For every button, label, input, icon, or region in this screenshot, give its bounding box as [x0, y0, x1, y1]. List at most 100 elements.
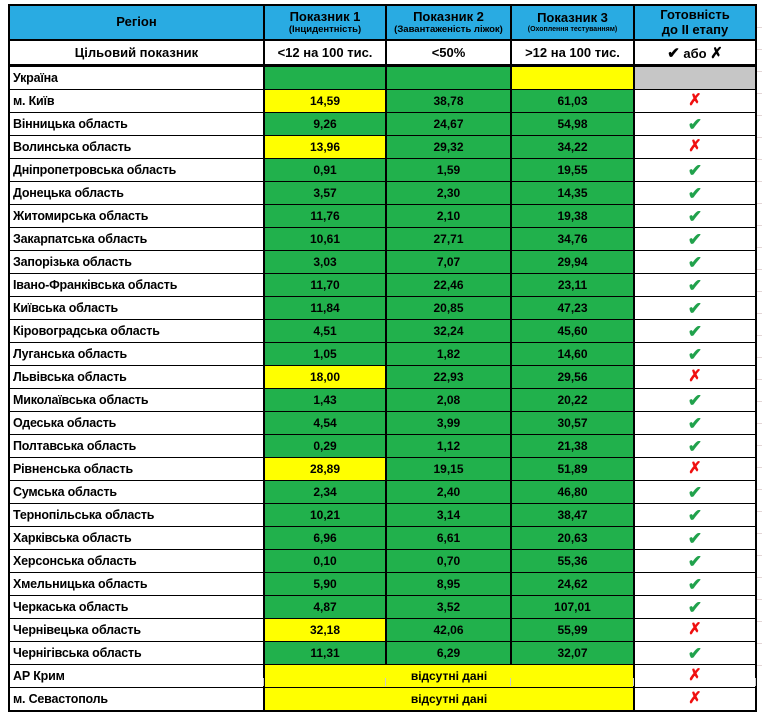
check-icon: ✔ — [687, 643, 703, 663]
indicator3-cell: 30,57 — [510, 411, 635, 435]
right-margin-gridlines — [757, 6, 762, 676]
partial-gridline — [633, 678, 634, 686]
indicator2-cell: 2,40 — [385, 480, 512, 504]
region-cell: Харківська область — [8, 526, 265, 550]
check-icon: ✔ — [687, 206, 703, 226]
region-cell: АР Крим — [8, 664, 265, 688]
region-cell: Рівненська область — [8, 457, 265, 481]
table-row: Донецька область 3,57 2,30 14,35 ✔ — [8, 181, 757, 205]
readiness-cell: ✔ — [633, 641, 757, 665]
readiness-cell: ✔ — [633, 273, 757, 297]
readiness-cell: ✔ — [633, 296, 757, 320]
readiness-cell: ✗ — [633, 89, 757, 113]
check-icon: ✔ — [687, 390, 703, 410]
indicator2-cell: 1,12 — [385, 434, 512, 458]
indicator1-cell: 18,00 — [263, 365, 387, 389]
check-icon: ✔ — [687, 183, 703, 203]
indicator2-cell: 27,71 — [385, 227, 512, 251]
readiness-cell: ✗ — [633, 687, 757, 712]
indicator2-cell: 24,67 — [385, 112, 512, 136]
indicator2-cell: 38,78 — [385, 89, 512, 113]
table-body: Україна м. Київ 14,59 38,78 61,03 ✗ Вінницька … — [8, 65, 757, 712]
indicator3-cell: 34,76 — [510, 227, 635, 251]
readiness-cell: ✔ — [633, 480, 757, 504]
indicator1-cell: 14,59 — [263, 89, 387, 113]
table-row: Кіровоградська область 4,51 32,24 45,60 ✔ — [8, 319, 757, 343]
region-cell: Чернівецька область — [8, 618, 265, 642]
readiness-cell: ✔ — [633, 342, 757, 366]
indicator2-cell: 2,30 — [385, 181, 512, 205]
indicator2-cell: 2,08 — [385, 388, 512, 412]
indicator3-cell: 46,80 — [510, 480, 635, 504]
indicator2-cell: 6,29 — [385, 641, 512, 665]
table-row: Миколаївська область 1,43 2,08 20,22 ✔ — [8, 388, 757, 412]
cross-icon: ✗ — [688, 621, 702, 638]
cross-icon: ✗ — [688, 92, 702, 109]
partial-gridline — [385, 678, 386, 686]
indicator3-title: Показник 3 — [537, 10, 608, 25]
indicator3-cell: 55,36 — [510, 549, 635, 573]
cross-icon: ✗ — [710, 44, 723, 62]
table-row: Чернівецька область 32,18 42,06 55,99 ✗ — [8, 618, 757, 642]
check-icon: ✔ — [687, 436, 703, 456]
indicator2-subtitle: (Завантаженість ліжок) — [394, 23, 503, 35]
indicator1-cell: 11,31 — [263, 641, 387, 665]
readiness-cell: ✔ — [633, 595, 757, 619]
indicator1-cell: 11,84 — [263, 296, 387, 320]
readiness-cell: ✔ — [633, 112, 757, 136]
column-header-indicator3: Показник 3 (Охоплення тестуванням) — [510, 4, 635, 41]
indicator1-cell: 1,05 — [263, 342, 387, 366]
indicator1-subtitle: (Інцидентність) — [288, 23, 362, 35]
indicator2-cell: 22,93 — [385, 365, 512, 389]
indicator2-cell: 7,07 — [385, 250, 512, 274]
indicator2-cell — [385, 65, 512, 90]
region-cell: Київська область — [8, 296, 265, 320]
table-row: Сумська область 2,34 2,40 46,80 ✔ — [8, 480, 757, 504]
check-icon: ✔ — [687, 321, 703, 341]
region-cell: Україна — [8, 65, 265, 90]
check-icon: ✔ — [687, 413, 703, 433]
indicator2-cell: 8,95 — [385, 572, 512, 596]
table-row: Луганська область 1,05 1,82 14,60 ✔ — [8, 342, 757, 366]
indicator2-cell: 22,46 — [385, 273, 512, 297]
indicator1-cell: 10,21 — [263, 503, 387, 527]
readiness-cell: ✔ — [633, 434, 757, 458]
readiness-cell: ✔ — [633, 181, 757, 205]
indicator1-cell: 5,90 — [263, 572, 387, 596]
indicator3-cell: 29,56 — [510, 365, 635, 389]
region-cell: Полтавська область — [8, 434, 265, 458]
table-row: Івано-Франківська область 11,70 22,46 23,11… — [8, 273, 757, 297]
indicator1-cell: 4,51 — [263, 319, 387, 343]
merged-no-data-cell: відсутні дані — [263, 664, 635, 688]
column-header-indicator1: Показник 1 (Інцидентність) — [263, 4, 387, 41]
region-cell: Житомирська область — [8, 204, 265, 228]
indicator2-cell: 3,14 — [385, 503, 512, 527]
partial-gridline — [755, 678, 756, 686]
readiness-cell: ✗ — [633, 618, 757, 642]
table-row: Вінницька область 9,26 24,67 54,98 ✔ — [8, 112, 757, 136]
indicator1-cell: 9,26 — [263, 112, 387, 136]
check-icon: ✔ — [687, 505, 703, 525]
indicator3-subtitle: (Охоплення тестуванням) — [527, 25, 618, 33]
region-cell: Запорізька область — [8, 250, 265, 274]
indicator3-cell: 38,47 — [510, 503, 635, 527]
table-row: АР Крим відсутні дані ✗ — [8, 664, 757, 688]
target-indicator2: <50% — [385, 39, 512, 67]
check-icon: ✔ — [687, 574, 703, 594]
readiness-cell: ✔ — [633, 158, 757, 182]
table-row: Україна — [8, 65, 757, 90]
partial-gridline — [263, 678, 264, 686]
readiness-cell: ✔ — [633, 388, 757, 412]
indicator3-cell: 14,35 — [510, 181, 635, 205]
indicator2-cell: 0,70 — [385, 549, 512, 573]
cross-icon: ✗ — [688, 138, 702, 155]
check-icon: ✔ — [687, 344, 703, 364]
table-row: Одеська область 4,54 3,99 30,57 ✔ — [8, 411, 757, 435]
column-header-region: Регіон — [8, 4, 265, 41]
indicator2-cell: 32,24 — [385, 319, 512, 343]
cross-icon: ✗ — [688, 690, 702, 707]
indicator2-cell: 42,06 — [385, 618, 512, 642]
indicator2-cell: 19,15 — [385, 457, 512, 481]
indicator2-cell: 1,82 — [385, 342, 512, 366]
region-cell: Миколаївська область — [8, 388, 265, 412]
